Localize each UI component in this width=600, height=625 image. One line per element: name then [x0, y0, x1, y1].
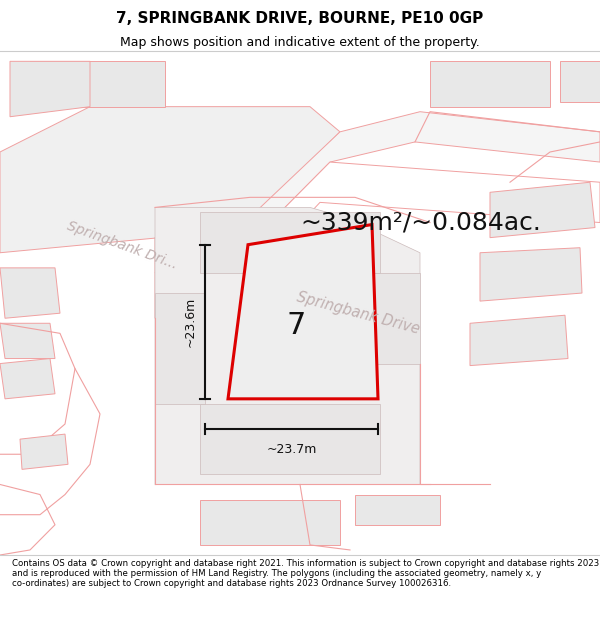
Polygon shape — [480, 248, 582, 301]
Polygon shape — [155, 208, 420, 484]
Text: 7, SPRINGBANK DRIVE, BOURNE, PE10 0GP: 7, SPRINGBANK DRIVE, BOURNE, PE10 0GP — [116, 11, 484, 26]
Text: ~23.6m: ~23.6m — [184, 297, 197, 347]
Polygon shape — [430, 61, 550, 107]
Polygon shape — [30, 61, 165, 107]
Polygon shape — [0, 359, 55, 399]
Polygon shape — [155, 293, 205, 404]
Polygon shape — [355, 494, 440, 525]
Polygon shape — [490, 182, 595, 238]
Polygon shape — [0, 268, 60, 318]
Polygon shape — [200, 404, 380, 474]
Polygon shape — [228, 224, 378, 399]
Polygon shape — [340, 273, 420, 364]
Text: Contains OS data © Crown copyright and database right 2021. This information is : Contains OS data © Crown copyright and d… — [12, 559, 599, 588]
Polygon shape — [155, 112, 600, 273]
Text: Map shows position and indicative extent of the property.: Map shows position and indicative extent… — [120, 36, 480, 49]
Text: 7: 7 — [286, 311, 305, 340]
Polygon shape — [200, 213, 380, 273]
Polygon shape — [20, 434, 68, 469]
Polygon shape — [10, 61, 90, 117]
Polygon shape — [200, 499, 340, 545]
Polygon shape — [0, 107, 340, 252]
Text: ~339m²/~0.084ac.: ~339m²/~0.084ac. — [300, 211, 541, 234]
Polygon shape — [470, 315, 568, 366]
Text: Springbank Drive: Springbank Drive — [295, 289, 421, 337]
Polygon shape — [155, 162, 600, 318]
Text: ~23.7m: ~23.7m — [266, 443, 317, 456]
Polygon shape — [0, 323, 55, 359]
Text: Springbank Dri...: Springbank Dri... — [65, 219, 179, 272]
Polygon shape — [560, 61, 600, 102]
